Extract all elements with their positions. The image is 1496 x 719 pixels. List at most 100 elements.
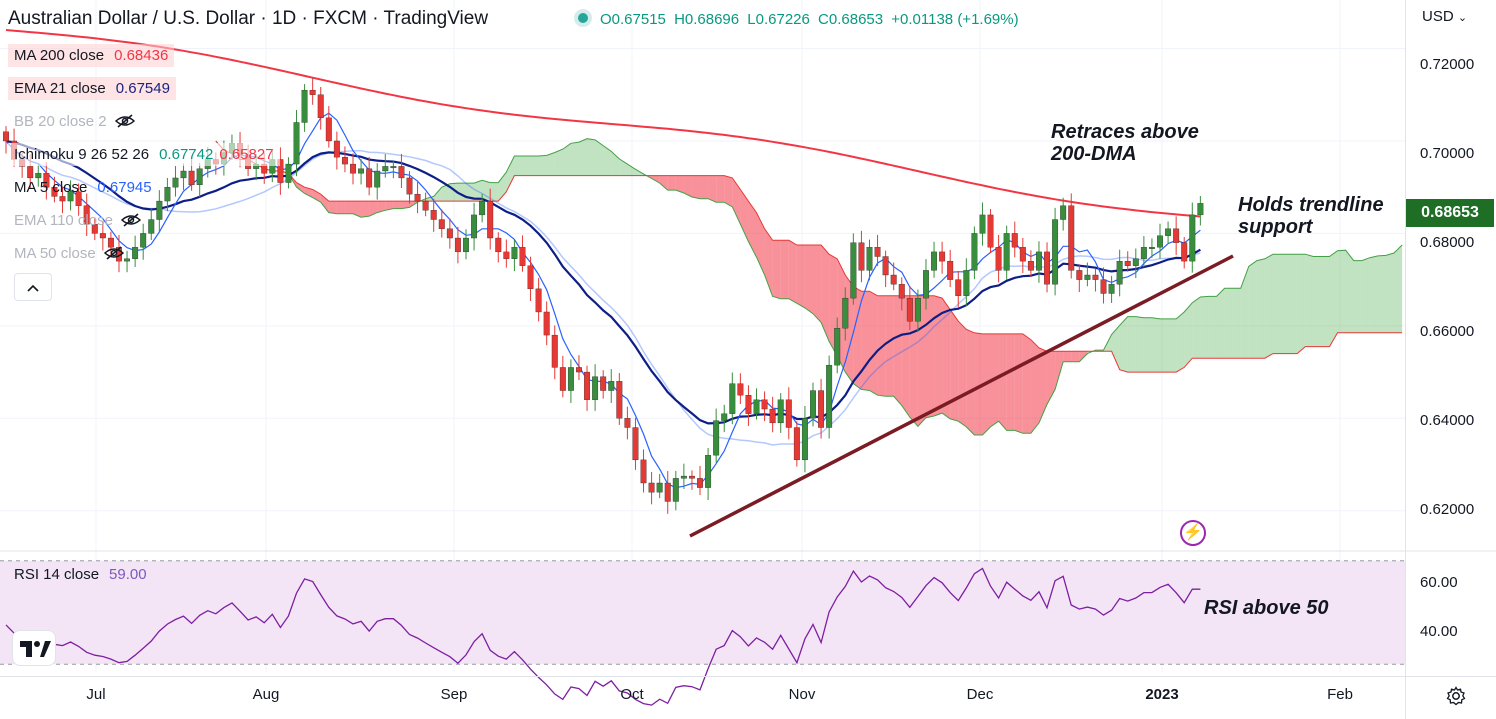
candle-body xyxy=(164,187,171,202)
ichimoku-cloud-segment xyxy=(651,175,660,184)
candle-body xyxy=(543,311,550,336)
rsi-tick-label: 40.00 xyxy=(1420,623,1458,640)
ichimoku-cloud-segment xyxy=(708,175,717,203)
candle-body xyxy=(874,247,881,257)
ichimoku-cloud-segment xyxy=(683,175,692,198)
ichimoku-cloud-segment xyxy=(1168,318,1177,373)
ichimoku-cloud-segment xyxy=(401,201,410,209)
y-tick-label: 0.68000 xyxy=(1420,234,1475,251)
x-tick-label: Dec xyxy=(966,686,994,703)
candle-body xyxy=(931,251,937,271)
legend-ichimoku-value2: 0.65827 xyxy=(219,146,274,163)
candle-body xyxy=(366,168,373,188)
candle-body xyxy=(487,200,494,239)
eye-crossed-icon[interactable] xyxy=(114,114,135,128)
ichimoku-cloud-segment xyxy=(570,142,579,176)
legend-ichimoku[interactable]: Ichimoku 9 26 52 26 0.67742 0.65827 xyxy=(8,143,280,166)
ichimoku-span-a xyxy=(215,138,1403,436)
ichimoku-cloud-segment xyxy=(1256,258,1265,359)
candle-body xyxy=(576,367,582,373)
ichimoku-cloud-segment xyxy=(1055,351,1064,390)
candle-body xyxy=(987,214,994,248)
candle-body xyxy=(664,482,671,502)
currency-label: USD xyxy=(1422,8,1454,25)
ichimoku-cloud-segment xyxy=(700,175,709,199)
candle-body xyxy=(600,376,607,391)
rsi-line xyxy=(5,567,1201,706)
candle-body xyxy=(721,413,728,421)
y-tick-label: 0.64000 xyxy=(1420,412,1475,429)
legend-ema110[interactable]: EMA 110 close xyxy=(8,209,147,232)
ichimoku-cloud-segment xyxy=(950,309,959,422)
legend-bb20[interactable]: BB 20 close 2 xyxy=(8,110,141,133)
ichimoku-cloud-segment xyxy=(1248,260,1257,359)
legend-ma50[interactable]: MA 50 close xyxy=(8,242,130,265)
ichimoku-cloud-segment xyxy=(1192,296,1201,359)
legend-ema21[interactable]: EMA 21 close 0.67549 xyxy=(8,77,176,100)
candle-body xyxy=(454,237,461,253)
eye-crossed-icon[interactable] xyxy=(120,213,141,227)
ichimoku-cloud-segment xyxy=(998,333,1007,431)
annotation-trendline-line2: support xyxy=(1238,216,1313,238)
ichimoku-cloud-segment xyxy=(562,143,571,176)
candle-body xyxy=(333,140,340,158)
candle-body xyxy=(382,166,389,172)
legend-bb20-label: BB 20 close 2 xyxy=(14,113,107,130)
ichimoku-cloud-segment xyxy=(667,175,676,191)
y-tick-label: 0.72000 xyxy=(1420,56,1475,73)
candle-body xyxy=(503,251,510,259)
candle-body xyxy=(309,89,316,95)
ichimoku-cloud-segment xyxy=(336,201,345,214)
candle-body xyxy=(341,156,348,165)
ichimoku-cloud-segment xyxy=(1394,244,1403,333)
lightning-icon[interactable]: ⚡ xyxy=(1180,520,1206,546)
candle-body xyxy=(826,364,833,428)
tradingview-logo[interactable] xyxy=(12,630,56,666)
candle-body xyxy=(124,258,130,262)
candle-body xyxy=(285,163,292,183)
candle-body xyxy=(1084,274,1091,280)
rsi-tick-label: 60.00 xyxy=(1420,574,1458,591)
rsi-legend[interactable]: RSI 14 close 59.00 xyxy=(8,563,153,586)
candle-body xyxy=(519,247,526,266)
candle-body xyxy=(1116,260,1123,285)
eye-crossed-icon[interactable] xyxy=(103,246,124,260)
ichimoku-cloud-segment xyxy=(885,295,894,397)
y-tick-label: 0.70000 xyxy=(1420,145,1475,162)
ema21-line xyxy=(5,139,1201,425)
ichimoku-cloud-segment xyxy=(587,138,596,176)
ichimoku-cloud-segment xyxy=(1127,316,1136,373)
candle-body xyxy=(51,187,58,197)
candle-body xyxy=(551,334,558,368)
candle-body xyxy=(107,237,114,248)
rsi-pane xyxy=(0,550,1496,706)
ichimoku-cloud-segment xyxy=(554,149,563,176)
ma200-line xyxy=(5,29,1201,218)
candle-body xyxy=(608,381,615,391)
legend-ma5[interactable]: MA 5 close 0.67945 xyxy=(8,176,158,199)
ichimoku-cloud-segment xyxy=(1353,260,1362,333)
legend-ma200[interactable]: MA 200 close 0.68436 xyxy=(8,44,175,67)
candle-body xyxy=(777,399,784,424)
candle-body xyxy=(955,279,962,296)
candle-body xyxy=(1173,228,1180,243)
ichimoku-cloud-segment xyxy=(675,175,684,193)
ichimoku-cloud-segment xyxy=(1240,266,1249,359)
ichimoku-cloud-segment xyxy=(1160,318,1169,373)
ichimoku-cloud-segment xyxy=(1135,316,1144,373)
ichimoku-cloud-segment xyxy=(538,155,547,176)
candle-body xyxy=(1148,247,1155,249)
candle-body xyxy=(414,193,421,202)
gear-icon[interactable] xyxy=(1446,686,1466,706)
grid-lines xyxy=(0,0,1405,672)
candle-body xyxy=(567,367,574,391)
ichimoku-cloud-segment xyxy=(1216,288,1225,359)
candle-body xyxy=(939,251,946,262)
ichimoku-cloud-segment xyxy=(1208,296,1217,359)
ichimoku-cloud-segment xyxy=(1151,317,1161,373)
currency-selector[interactable]: USD ⌄ xyxy=(1422,8,1467,25)
candle-body xyxy=(785,399,792,428)
collapse-legend-button[interactable] xyxy=(14,273,52,301)
ichimoku-cloud-segment xyxy=(659,175,668,191)
